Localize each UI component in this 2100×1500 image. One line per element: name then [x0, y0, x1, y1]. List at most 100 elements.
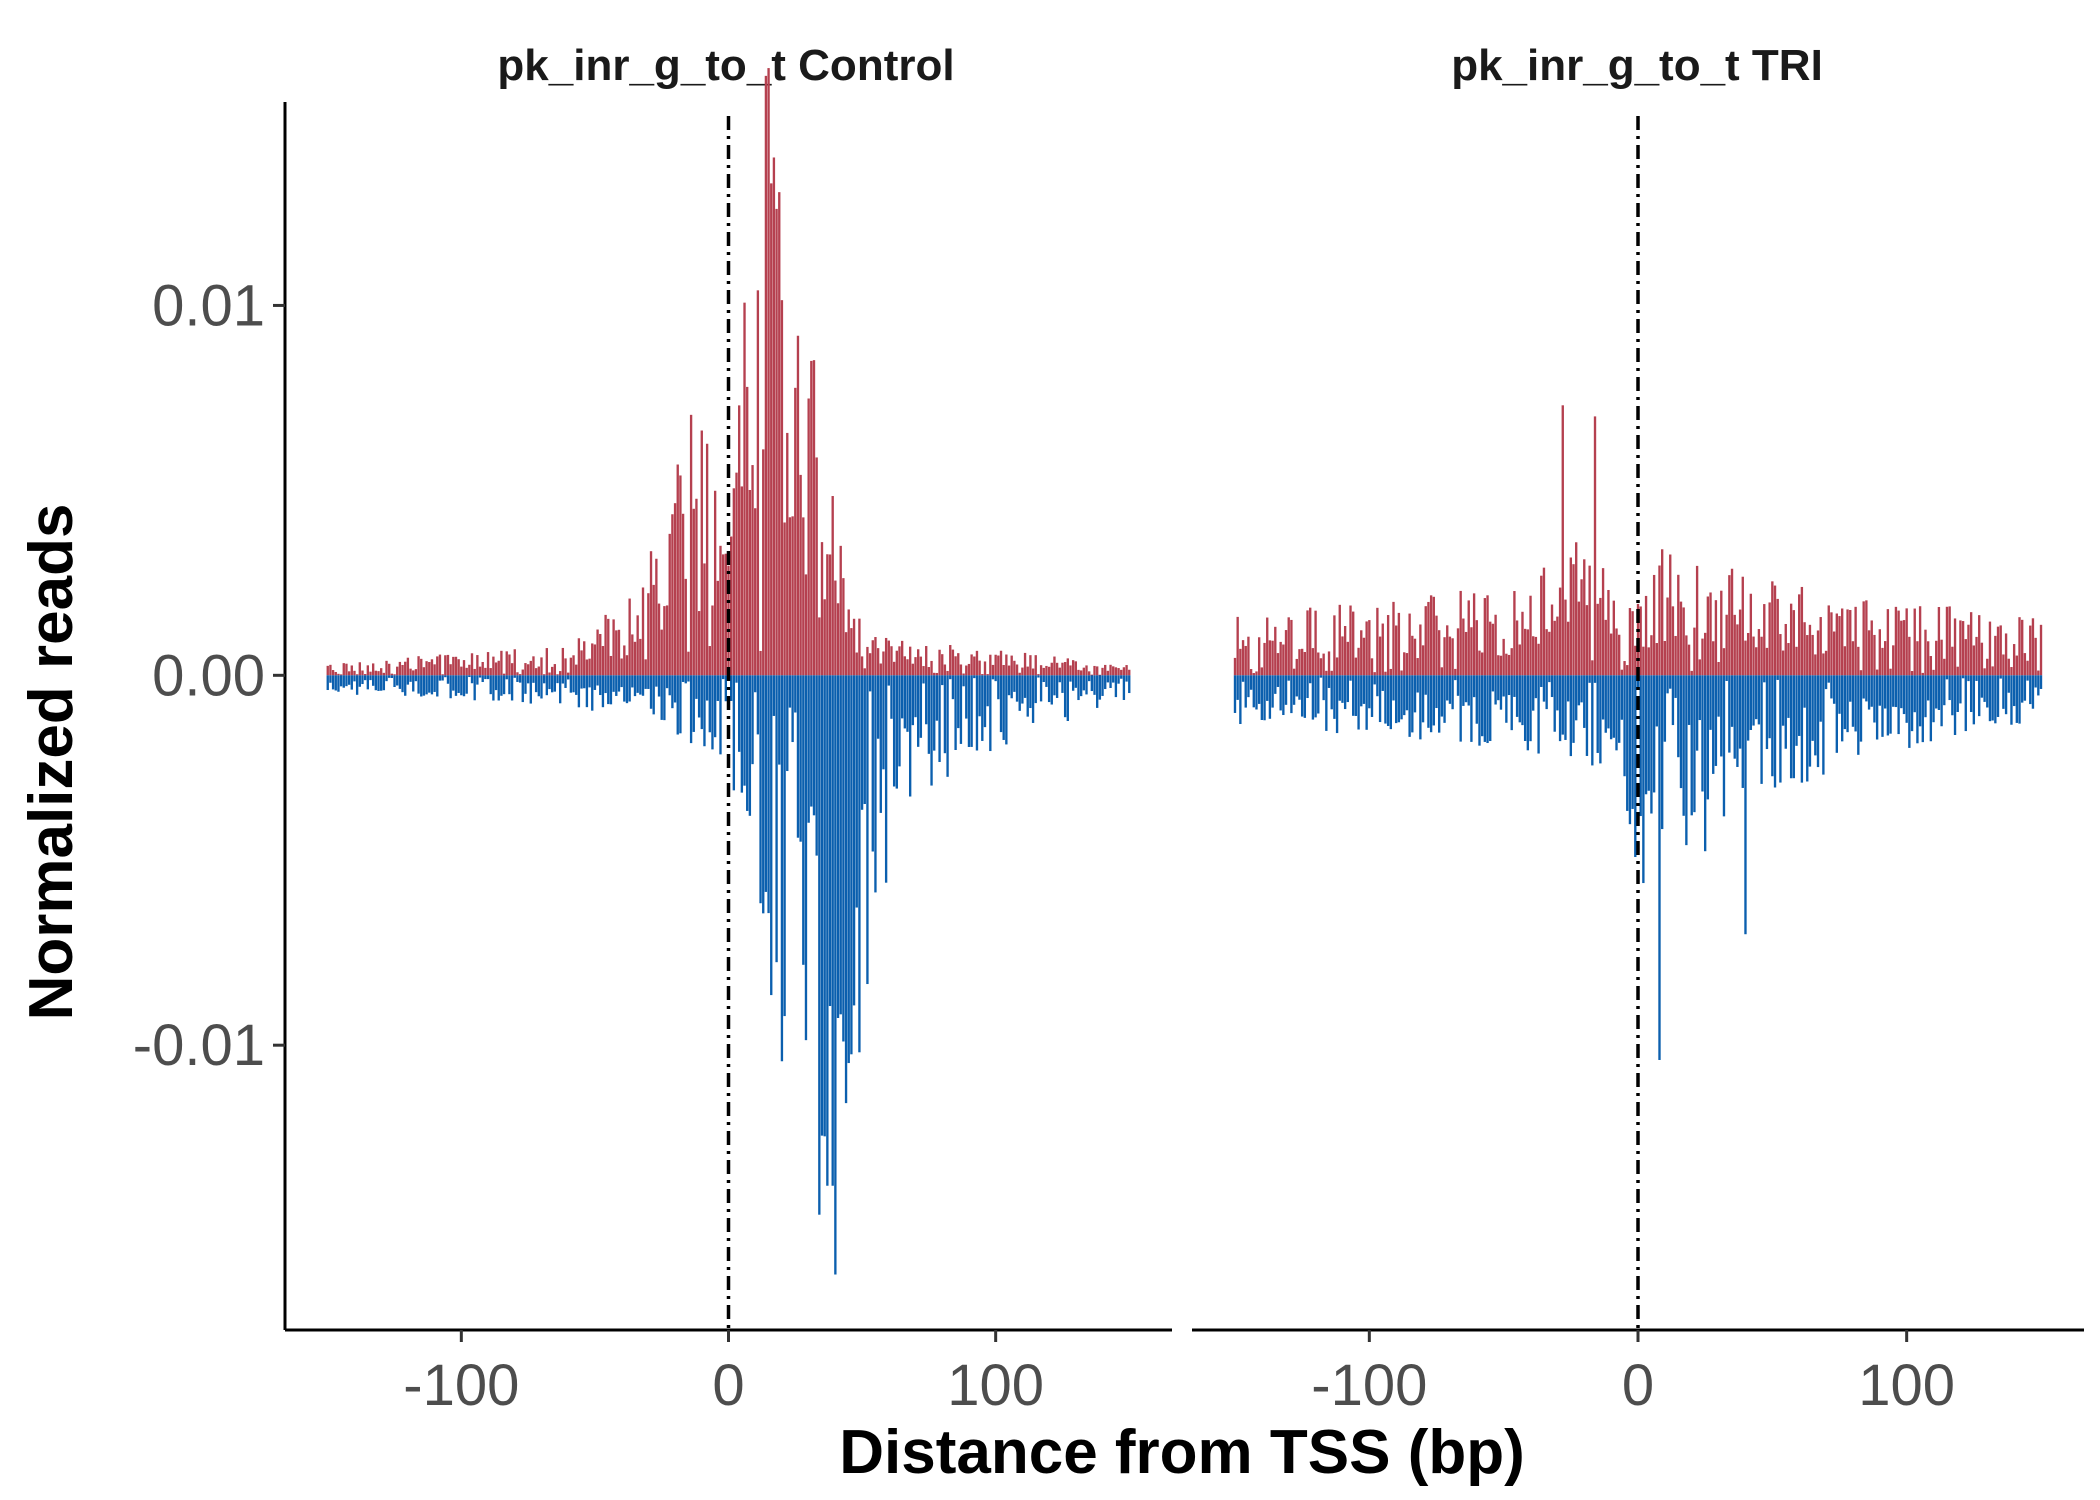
- bar-plus-strand: [1343, 626, 1347, 676]
- bar-plus-strand: [1271, 640, 1274, 676]
- bar-plus-strand: [847, 609, 850, 676]
- bar-minus-strand: [1510, 675, 1513, 731]
- bar-minus-strand: [1983, 675, 1986, 702]
- bar-minus-strand: [772, 675, 776, 716]
- bar-minus-strand: [1701, 675, 1704, 792]
- bar-minus-strand: [1395, 675, 1398, 724]
- bar-plus-strand: [337, 673, 340, 676]
- bar-minus-strand: [1260, 675, 1264, 720]
- bar-plus-strand: [1867, 630, 1871, 676]
- bar-minus-strand: [1687, 675, 1691, 725]
- bar-minus-strand: [831, 675, 834, 1186]
- bar-plus-strand: [617, 629, 621, 676]
- bar-minus-strand: [941, 675, 944, 686]
- bar-minus-strand: [1642, 675, 1645, 884]
- bar-minus-strand: [1472, 675, 1476, 698]
- bar-minus-strand: [1932, 675, 1935, 723]
- bar-minus-strand: [623, 675, 626, 702]
- bar-plus-strand: [513, 649, 516, 676]
- bar-minus-strand: [441, 675, 444, 681]
- bar-minus-strand: [1411, 675, 1414, 733]
- bar-minus-strand: [1634, 675, 1637, 858]
- bar-minus-strand: [1055, 675, 1059, 698]
- bar-minus-strand: [804, 675, 808, 1041]
- panel-title-control: pk_inr_g_to_t Control: [497, 41, 954, 90]
- bar-minus-strand: [1338, 675, 1341, 701]
- bar-minus-strand: [914, 675, 917, 718]
- bar-minus-strand: [930, 675, 933, 786]
- bar-minus-strand: [1309, 675, 1312, 684]
- bar-plus-strand: [1964, 639, 1967, 676]
- bar-plus-strand: [1910, 671, 1914, 676]
- bar-minus-strand: [679, 675, 682, 734]
- bar-plus-strand: [903, 656, 907, 676]
- bar-minus-strand: [1636, 675, 1640, 688]
- bar-plus-strand: [1593, 416, 1597, 676]
- bar-minus-strand: [730, 675, 733, 701]
- bar-plus-strand: [959, 664, 963, 676]
- bar-minus-strand: [1034, 675, 1037, 704]
- bar-minus-strand: [1548, 675, 1551, 683]
- bar-minus-strand: [631, 675, 634, 688]
- bar-plus-strand: [1953, 618, 1957, 676]
- bar-plus-strand: [540, 657, 543, 676]
- bar-minus-strand: [1271, 675, 1274, 708]
- bar-minus-strand: [1900, 675, 1903, 709]
- bar-minus-strand: [1104, 675, 1107, 690]
- bar-plus-strand: [1703, 632, 1707, 676]
- bar-plus-strand: [1542, 567, 1546, 676]
- bar-plus-strand: [1583, 559, 1586, 676]
- bar-plus-strand: [2039, 624, 2043, 676]
- bar-minus-strand: [911, 675, 915, 726]
- bar-plus-strand: [1233, 657, 1237, 676]
- bar-minus-strand: [1661, 675, 1664, 830]
- bar-plus-strand: [657, 603, 661, 676]
- bar-plus-strand: [994, 654, 997, 676]
- bar-plus-strand: [1335, 657, 1339, 676]
- bar-plus-strand: [631, 634, 634, 676]
- bar-minus-strand: [1658, 675, 1661, 1060]
- bar-minus-strand: [1098, 675, 1102, 700]
- bar-minus-strand: [676, 675, 679, 735]
- bar-plus-strand: [420, 658, 423, 676]
- bar-minus-strand: [1647, 675, 1650, 791]
- x-axis-title: Distance from TSS (bp): [839, 1418, 1525, 1487]
- bar-minus-strand: [1940, 675, 1943, 727]
- bar-plus-strand: [334, 671, 337, 676]
- bar-minus-strand: [2007, 675, 2010, 693]
- bar-plus-strand: [644, 659, 647, 676]
- bar-minus-strand: [973, 675, 976, 679]
- bar-plus-strand: [1639, 606, 1642, 676]
- bar-minus-strand: [1540, 675, 1543, 687]
- bar-minus-strand: [740, 675, 744, 793]
- bar-plus-strand: [1276, 653, 1280, 676]
- bar-minus-strand: [882, 675, 885, 770]
- bar-plus-strand: [1736, 624, 1739, 676]
- bar-plus-strand: [1117, 668, 1120, 676]
- bar-plus-strand: [1325, 670, 1328, 676]
- bar-plus-strand: [1031, 668, 1035, 676]
- y-ticks: 0.01 0.00 -0.01: [133, 273, 285, 1078]
- bar-minus-strand: [369, 675, 372, 681]
- bar-minus-strand: [1749, 675, 1753, 730]
- bar-plus-strand: [1553, 620, 1556, 676]
- bar-minus-strand: [1744, 675, 1747, 935]
- y-tick-label: 0.00: [152, 643, 265, 708]
- bar-plus-strand: [1609, 633, 1613, 676]
- bar-plus-strand: [820, 542, 824, 676]
- bar-plus-strand: [1279, 641, 1282, 676]
- bar-minus-strand: [1018, 675, 1021, 711]
- bar-minus-strand: [700, 675, 703, 730]
- bar-minus-strand: [438, 675, 442, 681]
- bar-plus-strand: [1443, 637, 1446, 676]
- bar-plus-strand: [2023, 653, 2027, 676]
- bar-minus-strand: [550, 675, 554, 693]
- bar-plus-strand: [380, 668, 383, 676]
- bar-plus-strand: [1851, 641, 1855, 676]
- bar-plus-strand: [1330, 670, 1333, 676]
- bar-minus-strand: [2010, 675, 2013, 725]
- bar-plus-strand: [799, 474, 802, 676]
- bar-plus-strand: [1322, 653, 1325, 676]
- bar-minus-strand: [334, 675, 337, 691]
- bar-minus-strand: [615, 675, 618, 696]
